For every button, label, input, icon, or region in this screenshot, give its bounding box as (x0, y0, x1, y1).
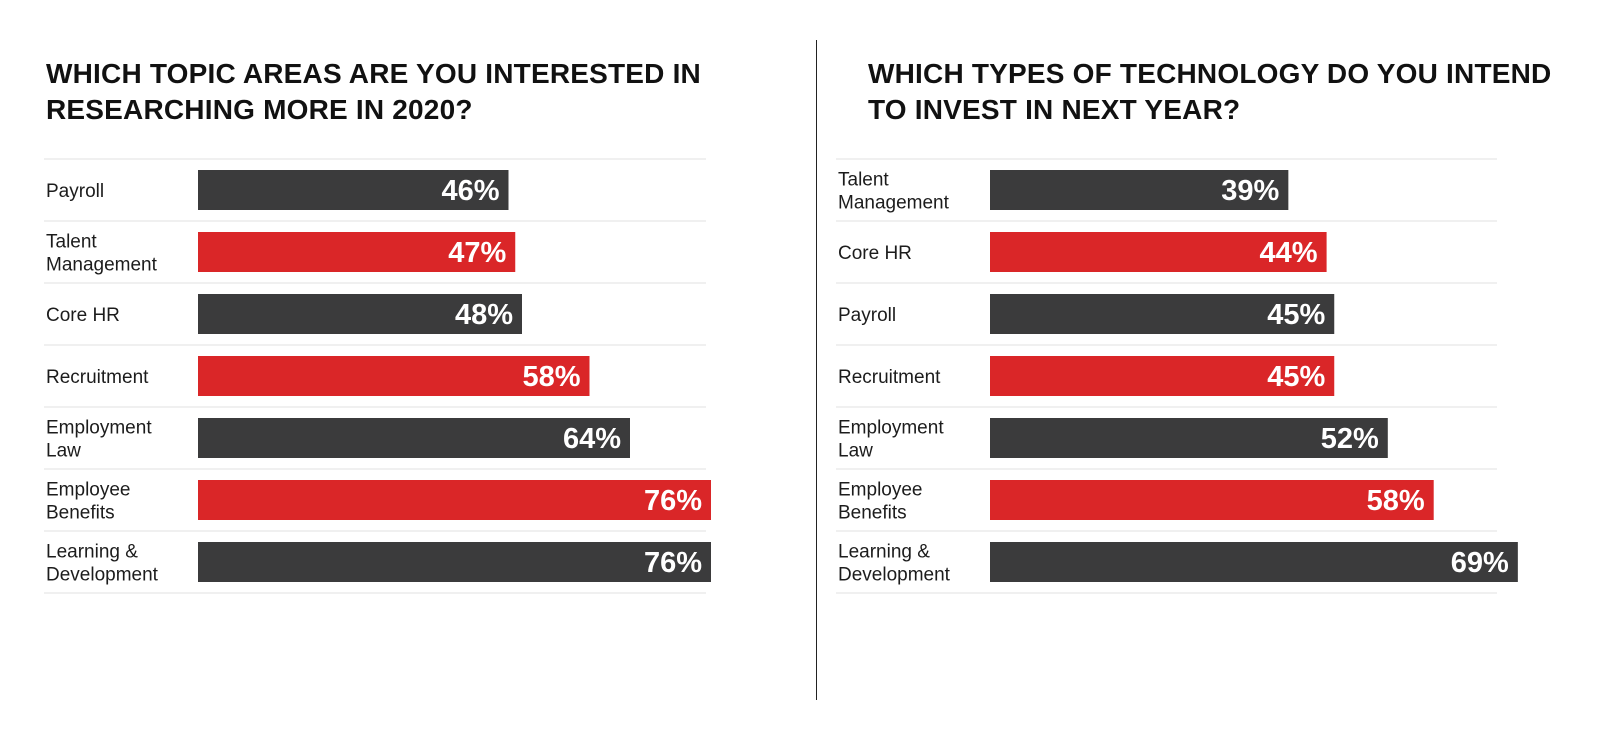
left-category-label: Learning & (46, 542, 138, 563)
left-bar (198, 356, 590, 396)
right-bar-value: 52% (1321, 423, 1379, 455)
right-category-label: Employment (838, 418, 944, 439)
right-bar-value: 45% (1267, 361, 1325, 393)
right-bar-value: 69% (1451, 547, 1509, 579)
left-bar-value: 64% (563, 423, 621, 455)
right-category-label: Benefits (838, 503, 907, 524)
left-bar (198, 232, 516, 272)
right-category-label: Talent (838, 170, 889, 191)
right-bar-value: 45% (1267, 299, 1325, 331)
left-bar (198, 480, 711, 520)
left-category-label: Benefits (46, 503, 115, 524)
right-category-label: Employee (838, 480, 923, 501)
left-bar (198, 418, 630, 458)
left-chart-title: WHICH TOPIC AREAS ARE YOU INTERESTED IN … (46, 58, 701, 125)
left-bar-value: 76% (644, 485, 702, 517)
panel-divider (816, 40, 817, 700)
left-chart-panel: WHICH TOPIC AREAS ARE YOU INTERESTED IN … (0, 0, 790, 736)
right-bar (990, 480, 1434, 520)
right-chart-title: WHICH TYPES OF TECHNOLOGY DO YOU INTEND … (868, 58, 1552, 125)
left-category-label: Development (46, 565, 159, 586)
right-bar (990, 294, 1335, 334)
left-bar (198, 170, 509, 210)
right-bar (990, 170, 1289, 210)
right-chart-panel: WHICH TYPES OF TECHNOLOGY DO YOU INTEND … (790, 0, 1620, 736)
right-category-label: Law (838, 441, 873, 462)
right-category-label: Core HR (838, 243, 912, 264)
left-category-label: Recruitment (46, 367, 149, 388)
right-bar-value: 44% (1260, 237, 1318, 269)
right-bar (990, 418, 1388, 458)
left-category-label: Management (46, 255, 158, 276)
left-bar-value: 47% (448, 237, 506, 269)
right-category-label: Management (838, 193, 950, 214)
left-category-label: Employee (46, 480, 131, 501)
left-bar-value: 48% (455, 299, 513, 331)
right-bar (990, 232, 1327, 272)
right-bar-value: 58% (1367, 485, 1425, 517)
right-category-label: Payroll (838, 305, 896, 326)
left-category-label: Talent (46, 232, 97, 253)
right-bar-value: 39% (1221, 175, 1279, 207)
right-bar (990, 356, 1335, 396)
right-category-label: Learning & (838, 542, 930, 563)
right-bar (990, 542, 1518, 582)
left-bar-value: 46% (441, 175, 499, 207)
right-category-label: Development (838, 565, 951, 586)
left-bar-value: 58% (522, 361, 580, 393)
left-category-label: Payroll (46, 181, 104, 202)
left-bar-value: 76% (644, 547, 702, 579)
left-bar (198, 294, 522, 334)
left-category-label: Employment (46, 418, 152, 439)
left-category-label: Law (46, 441, 81, 462)
left-category-label: Core HR (46, 305, 120, 326)
right-category-label: Recruitment (838, 367, 941, 388)
left-bar (198, 542, 711, 582)
